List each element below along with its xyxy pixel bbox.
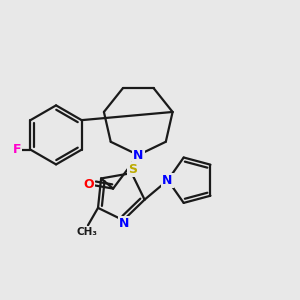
Text: F: F [13,143,21,156]
Text: N: N [162,174,172,187]
Text: O: O [83,178,94,191]
Text: N: N [119,217,129,230]
Text: CH₃: CH₃ [77,227,98,237]
Text: N: N [133,148,143,161]
Text: S: S [128,163,137,176]
